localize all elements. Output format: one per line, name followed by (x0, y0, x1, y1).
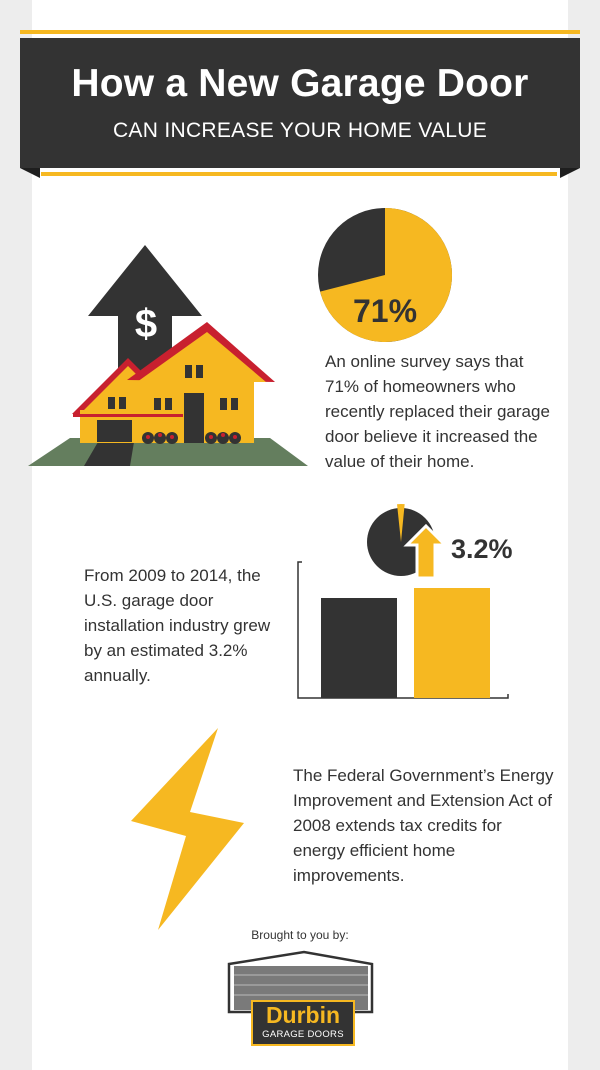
up-arrow-icon (88, 245, 202, 388)
growth-percent-label: 3.2% (451, 534, 513, 564)
pie-slice-3-2 (397, 504, 405, 542)
header-top-rule (20, 30, 580, 34)
growth-arrow-icon (403, 523, 449, 580)
industry-growth-text: From 2009 to 2014, the U.S. garage door … (84, 566, 271, 685)
tax-credit-text: The Federal Government’s Energy Improvem… (293, 766, 554, 885)
driveway-shape (84, 442, 134, 466)
growth-chart (297, 504, 509, 699)
pie-slice-71 (320, 208, 452, 342)
infographic-panel (32, 0, 568, 1070)
bar-before (321, 598, 397, 698)
lightning-bolt-icon (131, 728, 244, 930)
pie-chart-71 (318, 208, 452, 342)
page-subtitle: CAN INCREASE YOUR HOME VALUE (112, 119, 488, 142)
logo-badge (251, 1000, 355, 1046)
pie-percent-label: 71% (352, 293, 418, 329)
bar-after (414, 588, 490, 698)
survey-text: An online survey says that 71% of homeow… (325, 352, 550, 471)
logo-subtitle: GARAGE DOORS (262, 1029, 344, 1040)
brought-by-label: Brought to you by: (251, 928, 349, 942)
dollar-sign-icon: $ (134, 302, 158, 346)
house-icon (72, 322, 275, 444)
header-bottom-rule (41, 172, 557, 176)
page-title: How a New Garage Door (71, 62, 529, 105)
logo-name: Durbin (265, 1002, 341, 1028)
header-banner (20, 38, 580, 168)
banner-fold-right (560, 168, 580, 178)
banner-fold-left (20, 168, 40, 178)
